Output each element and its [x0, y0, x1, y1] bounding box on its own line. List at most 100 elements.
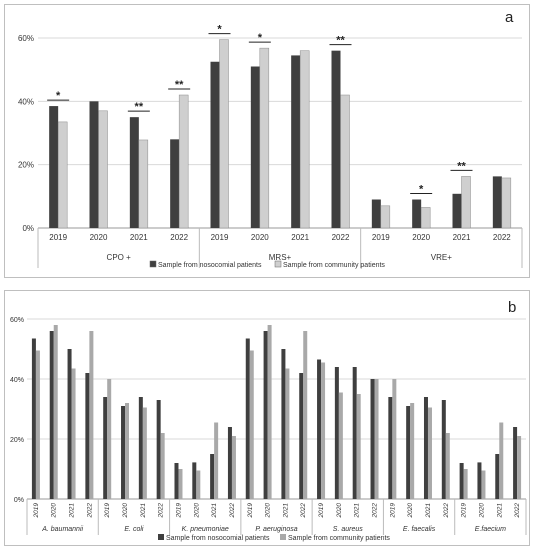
bar-community [463, 469, 468, 499]
x-tick-label: 2021 [69, 503, 76, 519]
group-label: P. aeruginosa [255, 526, 297, 533]
significance-marker: ** [336, 35, 345, 47]
bar-nosocomial [352, 367, 357, 499]
bar-nosocomial [388, 397, 393, 499]
bar-community [160, 433, 165, 499]
bar-nosocomial [31, 338, 36, 499]
bar-community [340, 94, 350, 229]
x-tick-label: 2022 [372, 503, 379, 519]
y-tick-label: 20% [10, 437, 24, 444]
x-tick-label: 2019 [49, 233, 67, 242]
bar-community [178, 469, 183, 499]
x-tick-label: 2020 [90, 233, 108, 242]
x-tick-label: 2022 [229, 503, 236, 519]
x-tick-label: 2019 [389, 503, 396, 519]
x-tick-label: 2021 [354, 503, 361, 519]
bar-community [35, 350, 40, 499]
bar-nosocomial [49, 106, 59, 228]
x-tick-label: 2019 [33, 503, 40, 519]
bar-nosocomial [210, 61, 220, 228]
legend-swatch [280, 534, 286, 540]
bar-nosocomial [170, 139, 180, 228]
bar-community [499, 422, 504, 499]
x-tick-label: 2022 [300, 503, 307, 519]
bar-nosocomial [250, 66, 260, 228]
x-tick-label: 2019 [247, 503, 254, 519]
x-tick-label: 2022 [86, 503, 93, 519]
group-label: E. coli [124, 526, 144, 533]
significance-marker: ** [457, 160, 466, 172]
x-tick-label: 2021 [425, 503, 432, 519]
bar-community [259, 47, 270, 229]
x-tick-label: 2020 [122, 503, 129, 519]
x-tick-label: 2021 [291, 233, 309, 242]
group-label: VRE+ [431, 253, 452, 262]
bar-nosocomial [138, 397, 143, 499]
legend-swatch [274, 260, 282, 268]
x-tick-label: 2022 [443, 503, 450, 519]
bar-community [392, 379, 397, 499]
group-label: E.faecium [475, 526, 506, 533]
bar-community [374, 379, 379, 499]
bar-community [461, 176, 471, 229]
x-tick-label: 2021 [130, 233, 148, 242]
x-tick-label: 2020 [407, 503, 414, 519]
bar-nosocomial [370, 379, 375, 499]
bar-nosocomial [371, 199, 381, 228]
bar-nosocomial [210, 454, 215, 499]
legend-swatch [149, 260, 157, 268]
bar-nosocomial [477, 462, 482, 499]
bar-nosocomial [49, 331, 54, 499]
x-tick-label: 2022 [170, 233, 188, 242]
bar-nosocomial [459, 463, 464, 499]
group-label: E. faecalis [403, 526, 436, 533]
bar-community [138, 139, 149, 229]
group-label: CPO + [107, 253, 132, 262]
bar-community [71, 368, 76, 499]
bar-community [142, 407, 147, 499]
bar-community [89, 331, 94, 499]
significance-marker: * [217, 24, 222, 36]
x-tick-label: 2022 [158, 503, 165, 519]
bar-community [501, 177, 512, 229]
x-tick-label: 2022 [493, 233, 511, 242]
bar-community [445, 433, 450, 499]
bar-community [380, 205, 391, 229]
x-tick-label: 2021 [140, 503, 147, 519]
x-tick-label: 2020 [51, 503, 58, 519]
bar-community [481, 470, 486, 499]
group-label: S. aureus [333, 526, 363, 533]
bar-community [356, 394, 361, 499]
x-tick-label: 2019 [461, 503, 468, 519]
group-label: K. pneumoniae [182, 526, 229, 533]
bar-community [338, 392, 343, 499]
bar-nosocomial [334, 367, 339, 499]
significance-marker: * [56, 90, 61, 102]
x-tick-label: 2021 [211, 503, 218, 519]
x-tick-label: 2019 [211, 233, 229, 242]
x-tick-label: 2022 [332, 233, 350, 242]
bar-nosocomial [281, 349, 286, 499]
legend-label: Sample from nosocomial patients [166, 535, 270, 542]
bar-community [219, 39, 229, 229]
bar-nosocomial [67, 349, 72, 499]
significance-marker: ** [175, 79, 184, 91]
bar-nosocomial [331, 50, 341, 228]
y-tick-label: 60% [18, 34, 34, 43]
y-tick-label: 40% [18, 97, 34, 106]
bar-nosocomial [121, 406, 126, 499]
bar-nosocomial [495, 454, 500, 499]
bar-nosocomial [263, 331, 268, 499]
bar-nosocomial [492, 176, 502, 228]
bar-nosocomial [299, 373, 304, 499]
x-tick-label: 2019 [175, 503, 182, 519]
x-tick-label: 2019 [104, 503, 111, 519]
significance-marker: * [258, 32, 263, 44]
bar-community [98, 110, 108, 229]
x-tick-label: 2020 [251, 233, 269, 242]
legend-label: Sample from community patients [288, 535, 390, 542]
y-tick-label: 40% [10, 377, 24, 384]
bar-nosocomial [174, 463, 179, 499]
x-tick-label: 2021 [496, 503, 503, 519]
x-tick-label: 2020 [478, 503, 485, 519]
